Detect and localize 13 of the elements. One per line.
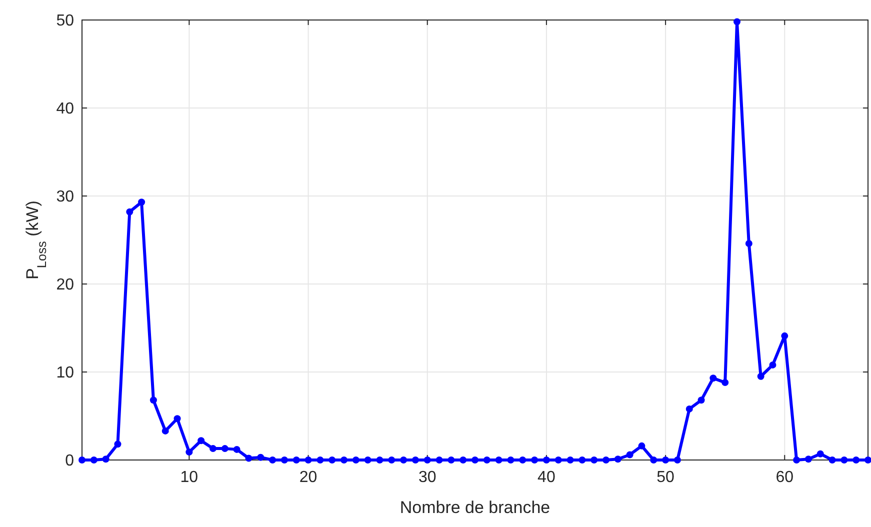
y-tick-label: 40 [56,100,74,118]
y-tick-label: 30 [56,188,74,206]
x-tick-label: 60 [776,469,794,486]
x-tick-label: 20 [299,469,318,486]
x-tick-label: 40 [538,469,556,486]
x-tick-label: 10 [180,469,198,486]
y-tick-label: 50 [56,12,74,30]
x-axis-title: Nombre de branche [400,498,550,517]
x-tick-label: 30 [418,469,436,486]
y-tick-label: 10 [56,364,74,382]
x-tick-label: 50 [656,469,675,486]
y-tick-label: 0 [65,452,74,470]
y-tick-label: 20 [56,276,74,294]
